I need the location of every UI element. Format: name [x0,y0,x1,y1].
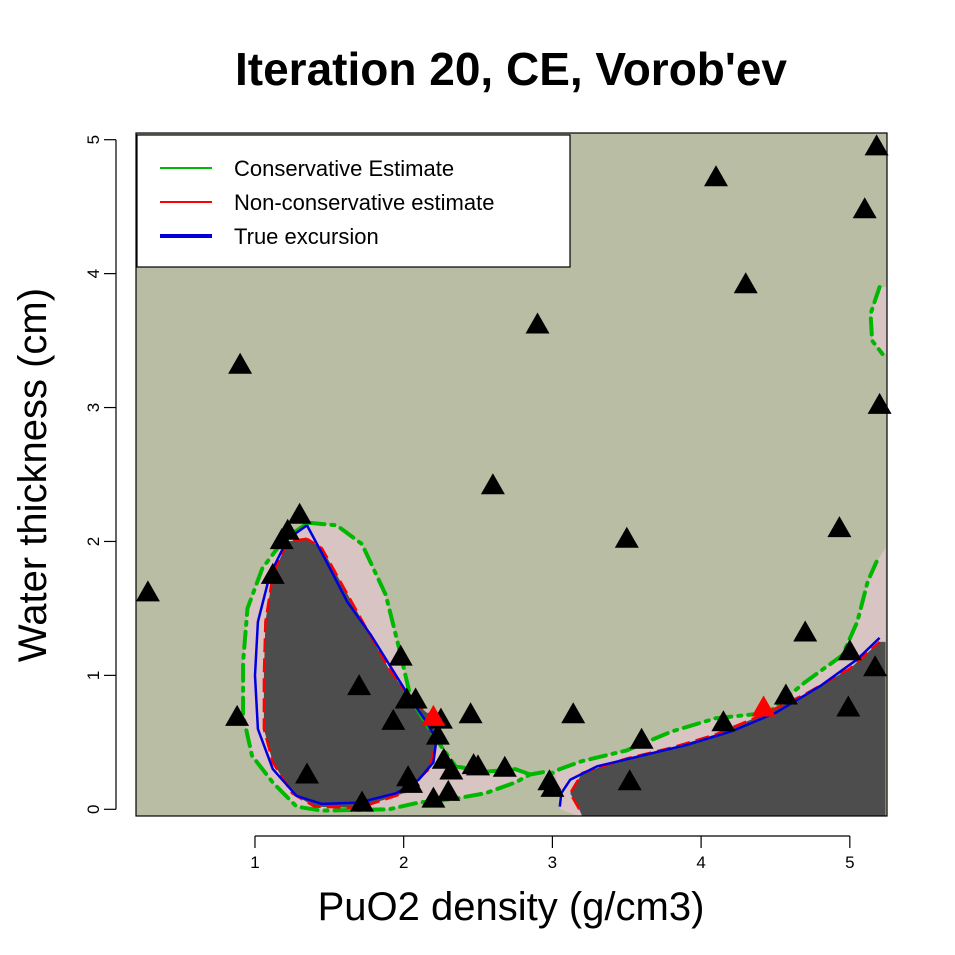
x-tick-label: 2 [399,853,408,872]
design-point [525,312,550,334]
design-point [287,502,312,524]
x-axis: 1 2 3 4 5 [250,835,855,872]
design-point [733,272,758,294]
conservative-estimate-line-2 [868,285,885,356]
design-point [421,786,446,808]
design-point [793,620,818,642]
design-point [863,655,888,677]
design-point [617,769,642,791]
design-point [295,762,319,784]
design-point [704,165,728,187]
legend: Conservative Estimate Non-conservative e… [136,134,571,268]
plot-frame [135,132,888,817]
new-design-point [421,704,446,726]
y-tick-label: 5 [84,135,103,144]
y-tick-label: 2 [84,537,103,546]
true-excursion-line-0 [253,524,438,806]
new-design-point [751,695,776,717]
design-point [629,727,654,749]
design-point [711,710,736,732]
design-point [614,526,639,548]
y-tick-label: 4 [84,269,103,278]
design-point [403,687,428,709]
y-tick-label: 1 [84,671,103,680]
excursion-core-left [263,538,437,808]
legend-label-nonconservative: Non-conservative estimate [234,190,494,215]
design-point [773,683,798,705]
design-point [228,352,253,374]
design-point [458,702,483,724]
design-point [439,758,464,780]
y-axis-label: Water thickness (cm) [11,288,55,662]
design-point [864,134,889,156]
design-point [350,790,374,812]
x-tick-label: 3 [548,853,557,872]
design-point [425,723,450,745]
design-point [260,562,285,584]
design-point [135,580,160,602]
excursion-core-right [570,641,886,816]
design-point [837,639,862,661]
design-points [135,134,892,812]
design-point [540,775,565,797]
design-point [225,704,250,726]
legend-label-true-excursion: True excursion [234,224,379,249]
chart-title: Iteration 20, CE, Vorob'ev [235,43,787,95]
design-point [466,754,490,776]
design-point [347,674,372,696]
excursion-region [243,287,887,816]
y-tick-label: 3 [84,403,103,412]
x-tick-label: 5 [845,853,854,872]
design-point [436,779,461,801]
design-point [399,771,424,793]
design-point [827,516,852,538]
design-point [492,755,517,777]
x-tick-label: 4 [696,853,705,872]
y-tick-label: 0 [84,805,103,814]
design-point [275,518,300,540]
design-point [381,708,406,730]
true-excursion-line-1 [558,636,881,807]
legend-label-conservative: Conservative Estimate [234,156,454,181]
y-axis: 0 1 2 3 4 5 [84,135,117,814]
design-point [836,695,861,717]
design-point [852,197,877,219]
design-point [388,644,413,666]
x-axis-label: PuO2 density (g/cm3) [318,885,705,929]
design-point [867,392,892,414]
design-point [561,702,586,724]
x-tick-label: 1 [250,853,259,872]
design-point [480,473,505,495]
